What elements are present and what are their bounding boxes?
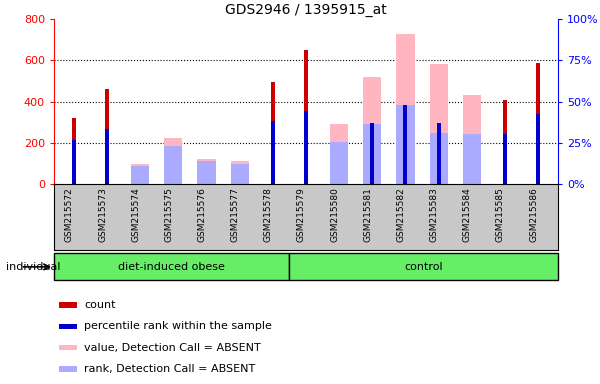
Bar	[131, 164, 149, 184]
Bar	[230, 164, 249, 184]
Bar	[403, 105, 407, 184]
Bar	[105, 129, 109, 184]
Bar	[463, 134, 481, 184]
Bar	[503, 100, 507, 184]
Title: GDS2946 / 1395915_at: GDS2946 / 1395915_at	[225, 3, 387, 17]
Bar	[397, 105, 415, 184]
Text: GSM215583: GSM215583	[430, 188, 439, 242]
Bar	[197, 161, 215, 184]
Text: GSM215578: GSM215578	[264, 188, 273, 242]
Bar	[463, 94, 481, 184]
Text: diet-induced obese: diet-induced obese	[118, 262, 225, 272]
Text: GSM215582: GSM215582	[397, 188, 406, 242]
Bar	[131, 166, 149, 184]
Text: GSM215577: GSM215577	[230, 188, 239, 242]
Bar	[430, 64, 448, 184]
Text: GSM215573: GSM215573	[98, 188, 107, 242]
Bar	[54, 253, 289, 280]
Text: GSM215575: GSM215575	[164, 188, 173, 242]
Bar	[289, 253, 558, 280]
Bar	[271, 121, 275, 184]
Bar	[164, 146, 182, 184]
Bar	[271, 82, 275, 184]
Text: GSM215584: GSM215584	[463, 188, 472, 242]
Text: percentile rank within the sample: percentile rank within the sample	[84, 321, 272, 331]
Text: value, Detection Call = ABSENT: value, Detection Call = ABSENT	[84, 343, 261, 353]
Text: control: control	[404, 262, 443, 272]
Bar	[437, 123, 440, 184]
Text: GSM215585: GSM215585	[496, 188, 505, 242]
Bar	[363, 77, 382, 184]
Bar	[397, 34, 415, 184]
Text: rank, Detection Call = ABSENT: rank, Detection Call = ABSENT	[84, 364, 256, 374]
Bar	[59, 303, 77, 308]
Text: count: count	[84, 300, 116, 310]
Bar	[72, 118, 76, 184]
Bar	[536, 114, 540, 184]
Bar	[230, 161, 249, 184]
Text: GSM215576: GSM215576	[197, 188, 206, 242]
Bar	[304, 111, 308, 184]
Bar	[59, 366, 77, 372]
Text: GSM215579: GSM215579	[297, 188, 306, 242]
Bar	[430, 133, 448, 184]
Bar	[105, 89, 109, 184]
Bar	[59, 323, 77, 329]
Bar	[503, 134, 507, 184]
Bar	[304, 50, 308, 184]
Text: GSM215580: GSM215580	[330, 188, 339, 242]
Bar	[370, 123, 374, 184]
Bar	[72, 140, 76, 184]
Bar	[197, 159, 215, 184]
Bar	[330, 142, 348, 184]
Bar	[536, 63, 540, 184]
Bar	[164, 138, 182, 184]
Text: GSM215574: GSM215574	[131, 188, 140, 242]
Text: individual: individual	[6, 262, 61, 272]
Bar	[59, 345, 77, 350]
Text: GSM215586: GSM215586	[529, 188, 538, 242]
Text: GSM215581: GSM215581	[364, 188, 373, 242]
Bar	[330, 124, 348, 184]
Bar	[363, 124, 382, 184]
Text: GSM215572: GSM215572	[65, 188, 74, 242]
